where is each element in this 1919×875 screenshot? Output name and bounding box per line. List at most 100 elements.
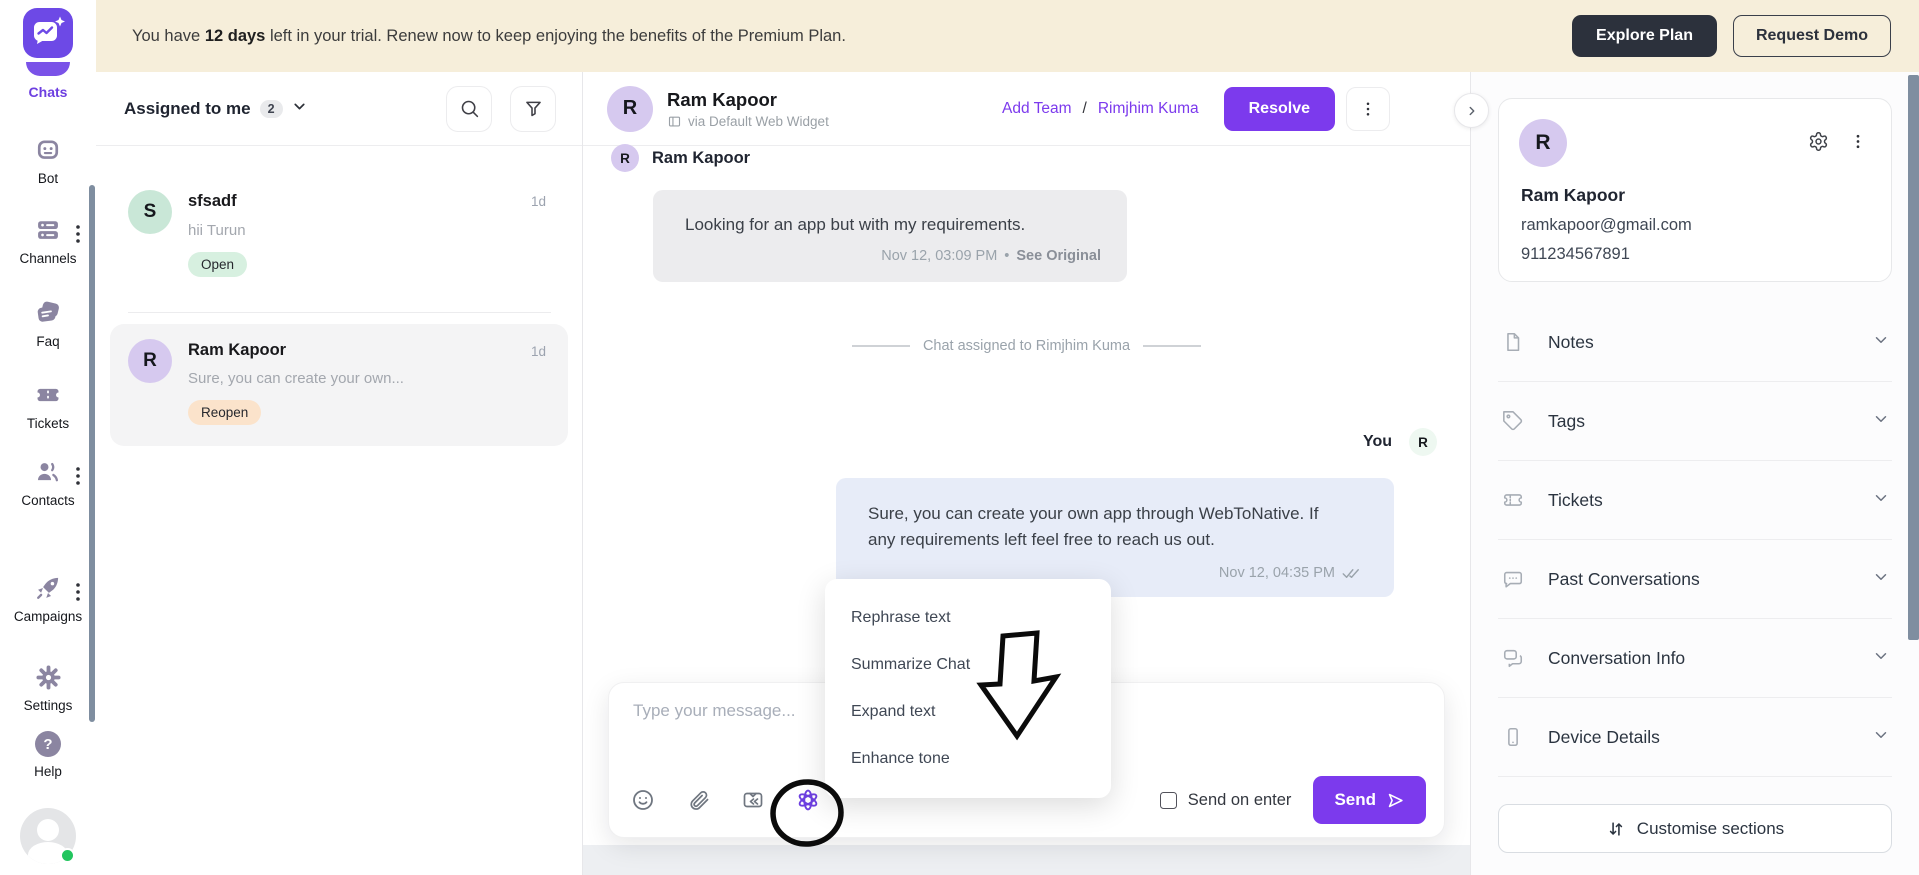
contact-email: ramkapoor@gmail.com <box>1521 216 1692 234</box>
message-timestamp: Nov 12, 03:09 PM <box>881 248 998 264</box>
chat-list-header: Assigned to me 2 <box>96 72 582 146</box>
chevron-down-icon[interactable] <box>1872 489 1890 512</box>
collapse-panel-button[interactable] <box>1454 93 1489 128</box>
window-scrollbar[interactable] <box>1908 75 1919 640</box>
section-tickets[interactable]: Tickets <box>1498 461 1892 540</box>
channels-menu-icon[interactable] <box>70 222 86 251</box>
tickets-icon <box>35 388 61 402</box>
sidebar-item-label: Contacts <box>21 493 75 508</box>
user-avatar[interactable] <box>20 808 76 864</box>
channel-label: via Default Web Widget <box>688 113 829 129</box>
sidebar-item-faq[interactable]: Faq <box>0 299 96 349</box>
avatar: S <box>128 190 172 234</box>
avatar: R <box>1409 428 1437 456</box>
gear-icon <box>1809 132 1828 151</box>
sidebar-item-chats[interactable]: Chats <box>28 84 68 100</box>
canned-response-button[interactable] <box>741 788 765 812</box>
customise-sections-button[interactable]: Customise sections <box>1498 804 1892 853</box>
chevron-down-icon[interactable] <box>1872 410 1890 433</box>
sidebar-item-label: Faq <box>36 334 60 349</box>
message-text: Looking for an app but with my requireme… <box>685 215 1026 234</box>
trial-banner: You have 12 days left in your trial. Ren… <box>96 0 1919 72</box>
chevron-down-icon[interactable] <box>1872 726 1890 749</box>
campaigns-menu-icon[interactable] <box>70 580 86 609</box>
emoji-icon <box>633 790 653 810</box>
banner-actions: Explore Plan Request Demo <box>1572 15 1891 57</box>
sidebar-item-label: Help <box>34 764 62 779</box>
note-icon <box>1507 332 1520 352</box>
message-sender-row: R Ram Kapoor <box>611 144 750 172</box>
ai-assist-button[interactable] <box>796 788 820 812</box>
sidebar-item-campaigns[interactable]: Campaigns <box>0 574 96 624</box>
sidebar-item-tickets[interactable]: Tickets <box>0 381 96 431</box>
chevron-down-icon[interactable] <box>291 98 308 120</box>
sidebar-item-bot[interactable]: Bot <box>0 136 96 186</box>
menu-item-enhance[interactable]: Enhance tone <box>851 749 950 767</box>
conversation-panel: R Ram Kapoor via Default Web Widget Add … <box>583 72 1489 875</box>
settings-icon <box>35 665 61 690</box>
chat-list-item[interactable]: S sfsadf hii Turun Open 1d <box>110 160 568 302</box>
send-button[interactable]: Send <box>1313 776 1426 824</box>
search-button[interactable] <box>446 85 492 132</box>
canned-response-icon <box>743 792 763 808</box>
avatar: R <box>607 85 653 132</box>
composer-toolbar: Send on enter Send <box>631 776 1426 824</box>
sidebar-item-channels[interactable]: Channels <box>0 216 96 266</box>
section-conversation-info[interactable]: Conversation Info <box>1498 619 1892 698</box>
past-conversations-icon <box>1503 571 1523 588</box>
campaigns-icon <box>37 577 59 599</box>
contacts-menu-icon[interactable] <box>70 464 86 493</box>
sort-arrows-icon <box>1609 821 1623 836</box>
chevron-right-icon <box>1469 106 1474 115</box>
app-logo[interactable] <box>23 8 73 58</box>
see-original-link[interactable]: See Original <box>1016 248 1101 264</box>
resolve-button[interactable]: Resolve <box>1223 86 1335 131</box>
contact-name: Ram Kapoor <box>667 88 777 110</box>
faq-icon <box>37 301 59 322</box>
contacts-icon <box>37 462 59 482</box>
openai-icon <box>798 789 818 811</box>
list-divider <box>128 312 551 313</box>
chats-icon <box>23 8 73 58</box>
sidebar-scrollbar[interactable] <box>89 185 95 722</box>
inbox-filter-label[interactable]: Assigned to me <box>124 98 251 118</box>
chevron-down-icon[interactable] <box>1872 331 1890 354</box>
outgoing-message: Sure, you can create your own app throug… <box>836 478 1394 597</box>
channels-icon <box>38 221 58 239</box>
chat-item-time: 1d <box>530 344 546 359</box>
sidebar-item-help[interactable]: ? Help <box>0 731 96 779</box>
sidebar-item-contacts[interactable]: Contacts <box>0 458 96 508</box>
incoming-message: Looking for an app but with my requireme… <box>653 190 1127 282</box>
emoji-button[interactable] <box>631 788 655 812</box>
menu-item-rephrase[interactable]: Rephrase text <box>851 608 951 626</box>
menu-item-expand[interactable]: Expand text <box>851 702 936 720</box>
widget-icon <box>668 116 681 126</box>
conversation-info-icon <box>1503 649 1523 668</box>
filter-button[interactable] <box>510 85 556 132</box>
attachment-button[interactable] <box>686 788 710 812</box>
conversation-menu-button[interactable] <box>1346 86 1390 131</box>
send-on-enter-checkbox[interactable] <box>1159 791 1177 809</box>
explore-plan-button[interactable]: Explore Plan <box>1572 15 1717 57</box>
sidebar-item-settings[interactable]: Settings <box>0 664 96 713</box>
section-tags[interactable]: Tags <box>1498 382 1892 461</box>
assignment-text: Chat assigned to Rimjhim Kuma <box>922 338 1131 354</box>
section-past-conversations[interactable]: Past Conversations <box>1498 540 1892 619</box>
assignee-link[interactable]: Rimjhim Kuma <box>1097 99 1199 117</box>
device-icon <box>1508 727 1518 747</box>
sidebar-item-label: Campaigns <box>13 609 83 624</box>
section-notes[interactable]: Notes <box>1498 303 1892 382</box>
sidebar-item-label: Settings <box>23 698 73 713</box>
add-team-link[interactable]: Add Team <box>1002 99 1072 117</box>
send-on-enter-toggle[interactable]: Send on enter <box>1159 791 1291 810</box>
request-demo-button[interactable]: Request Demo <box>1732 15 1891 57</box>
menu-item-summarize[interactable]: Summarize Chat <box>851 655 971 673</box>
online-status-dot <box>60 848 75 863</box>
contact-menu-button[interactable] <box>1849 131 1867 157</box>
contact-name: Ram Kapoor <box>1521 185 1626 205</box>
chat-list-item[interactable]: R Ram Kapoor Sure, you can create your o… <box>110 324 568 446</box>
chevron-down-icon[interactable] <box>1872 568 1890 591</box>
section-device-details[interactable]: Device Details <box>1498 698 1892 777</box>
contact-settings-button[interactable] <box>1808 131 1829 157</box>
chevron-down-icon[interactable] <box>1872 647 1890 670</box>
